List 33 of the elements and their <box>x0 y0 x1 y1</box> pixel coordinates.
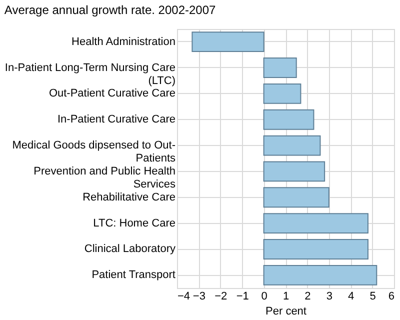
y-tick-label: Patient Transport <box>92 269 176 282</box>
x-axis-title: Per cent <box>266 306 306 318</box>
x-tick-label: −1 <box>236 290 249 302</box>
y-tick-label: Prevention and Public Health Services <box>34 165 176 190</box>
y-tick-label: In-Patient Long-Term Nursing Care (LTC) <box>4 62 176 87</box>
bar <box>263 187 330 208</box>
x-tick-label: 5 <box>370 290 376 302</box>
bar <box>192 32 264 52</box>
x-tick-label: 0 <box>261 290 268 302</box>
x-tick-label: 3 <box>326 290 332 302</box>
bar <box>263 109 314 130</box>
x-tick-label: −3 <box>192 290 206 302</box>
x-tick-label: 1 <box>282 290 290 302</box>
chart-title: Average annual growth rate. 2002-2007 <box>4 3 216 17</box>
bar <box>263 58 297 78</box>
x-tick-label: 6 <box>388 290 394 302</box>
y-tick-label: In-Patient Curative Care <box>58 114 176 126</box>
x-tick-label: 4 <box>348 290 354 302</box>
x-tick-label: 2 <box>304 290 311 302</box>
bar <box>263 161 326 182</box>
y-tick-label: Out-Patient Curative Care <box>48 88 176 100</box>
y-tick-label: Health Administration <box>72 36 176 48</box>
x-tick-label: −4 <box>178 290 190 302</box>
y-tick-label: Clinical Laboratory <box>84 243 176 256</box>
y-tick-label: LTC: Home Care <box>93 217 176 230</box>
bar <box>263 135 321 156</box>
bar <box>263 264 378 286</box>
y-tick-label: Rehabilitative Care <box>82 191 176 204</box>
bar <box>263 213 368 234</box>
y-tick-label: Medical Goods dipsensed to Out-Patients <box>12 140 176 165</box>
x-tick-label: −2 <box>214 290 228 302</box>
bar <box>263 239 368 260</box>
bar <box>263 83 302 104</box>
